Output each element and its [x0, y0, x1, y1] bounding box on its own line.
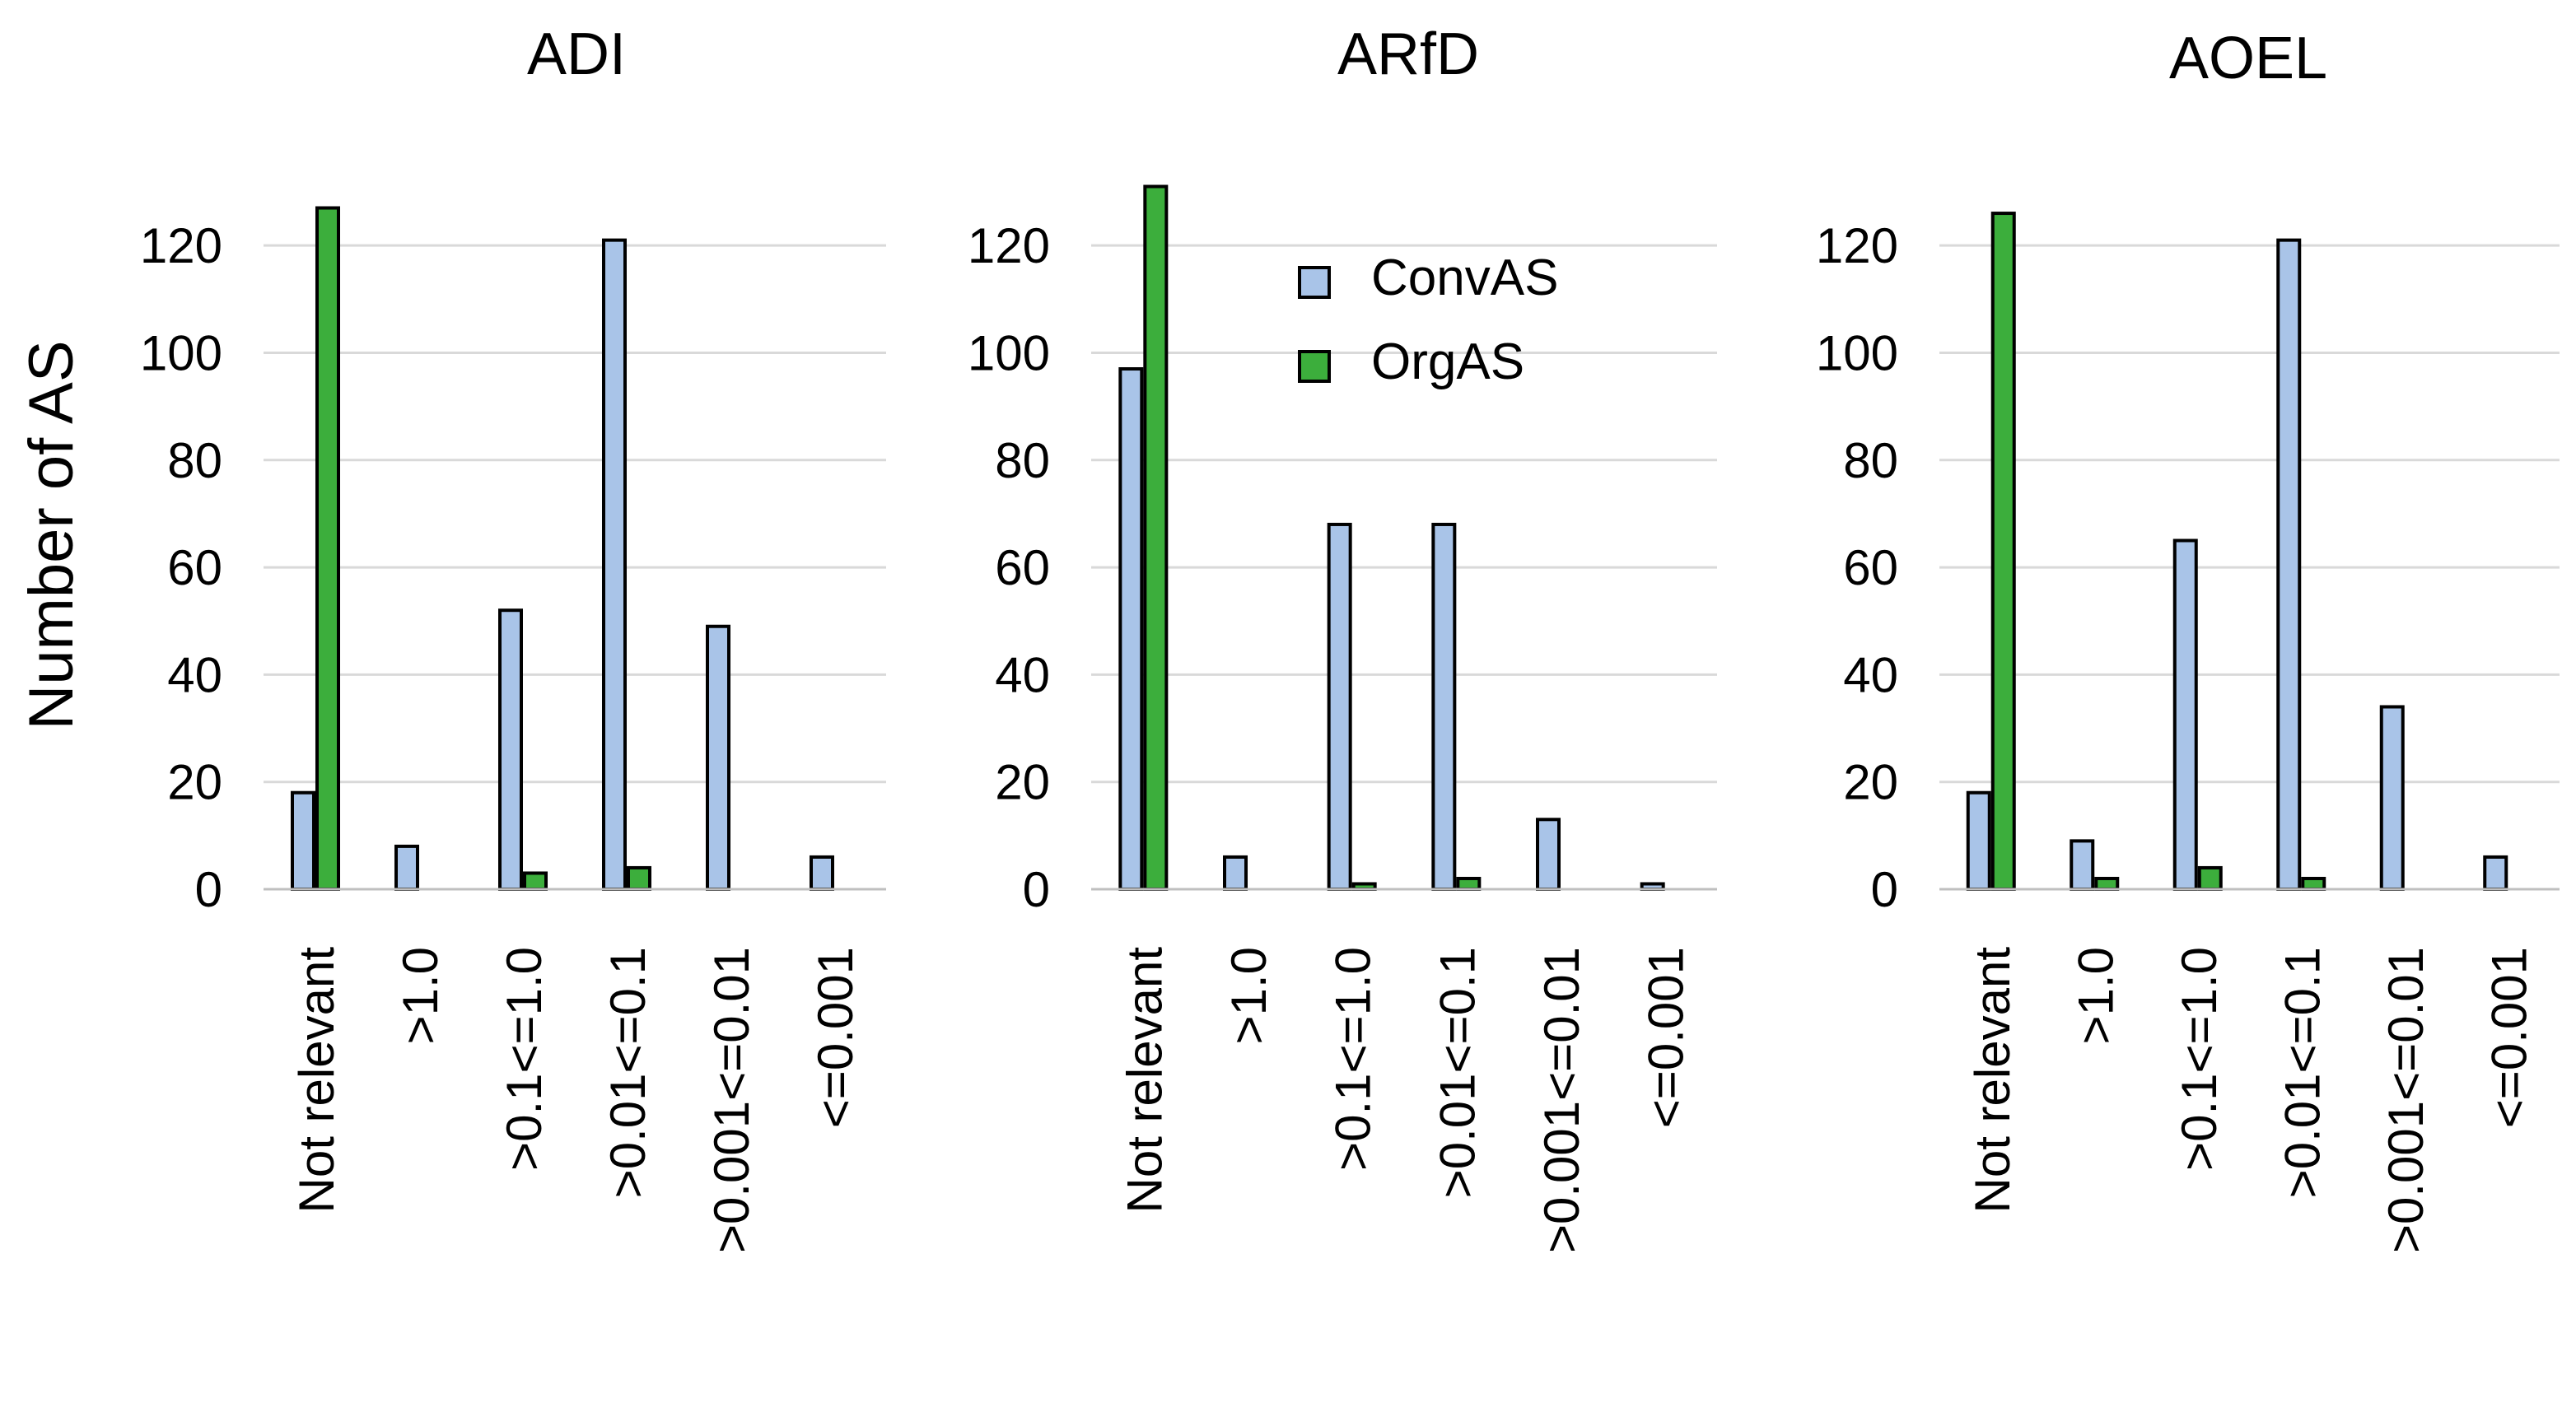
x-tick-label: >0.1<=1.0 [497, 947, 552, 1171]
bar-convas-adi [498, 608, 523, 891]
x-tick-label: >0.001<=0.01 [2378, 947, 2434, 1253]
x-tick-label: <=0.001 [808, 947, 863, 1128]
chart-title: AOEL [2169, 26, 2327, 91]
chart-panel-adi: ADI 0 20 40 60 80 100 120 Not relevant >1.0 >0.1<=… [140, 21, 886, 1253]
x-tick-label: >0.001<=0.01 [1534, 947, 1589, 1253]
y-tick-label: 40 [167, 647, 222, 702]
y-tick-label: 120 [140, 218, 222, 273]
bar-convas-aoel [2379, 705, 2405, 891]
y-tick-label: 80 [995, 433, 1050, 488]
y-tick-label: 100 [140, 325, 222, 380]
chart-panel-aoel: AOEL 0 20 40 60 80 100 120 Not relevant >1.0 >0.1<… [1816, 26, 2560, 1253]
chart-panel-arfd: ARfD 0 20 40 60 80 100 120 Not relevant >1.0 >0.1<… [968, 21, 1717, 1253]
legend-swatch-orgas [1298, 350, 1331, 383]
bar-convas-arfd [1431, 522, 1457, 891]
x-tick-label: >1.0 [1221, 947, 1276, 1044]
bar-convas-aoel [2483, 855, 2508, 892]
legend-label-orgas: OrgAS [1371, 333, 1524, 390]
bar-convas-adi [602, 238, 627, 891]
y-tick-label: 60 [995, 540, 1050, 595]
bar-orgas-adi [627, 865, 651, 892]
y-tick-label: 80 [167, 433, 222, 488]
y-tick-label: 60 [167, 540, 222, 595]
bar-convas-arfd [1118, 367, 1144, 891]
x-tick-label: >1.0 [393, 947, 448, 1044]
x-tick-label: >0.1<=1.0 [1326, 947, 1381, 1171]
bar-orgas-adi [315, 206, 340, 892]
bar-convas-arfd [1536, 818, 1561, 891]
legend: ConvAS OrgAS [1298, 249, 1558, 390]
y-tick-label: 100 [968, 325, 1050, 380]
x-tick-label: <=0.001 [2481, 947, 2536, 1128]
y-tick-label: 120 [968, 218, 1050, 273]
y-tick-label: 40 [995, 647, 1050, 702]
bar-convas-aoel [2172, 538, 2198, 891]
bar-convas-arfd [1327, 522, 1352, 891]
x-tick-label: >0.1<=1.0 [2172, 947, 2227, 1171]
bar-orgas-arfd [1143, 184, 1169, 891]
y-tick-label: 20 [1843, 755, 1898, 810]
x-tick-label: <=0.001 [1639, 947, 1694, 1128]
bar-convas-aoel [2070, 839, 2095, 891]
y-tick-label: 60 [1843, 540, 1898, 595]
bar-convas-aoel [2276, 238, 2302, 891]
y-tick-label: 100 [1816, 325, 1898, 380]
chart-title: ADI [527, 21, 626, 87]
x-tick-label: >0.001<=0.01 [704, 947, 759, 1253]
y-tick-label: 40 [1843, 647, 1898, 702]
bar-orgas-aoel [2301, 876, 2326, 892]
y-axis-label: Number of AS [16, 340, 86, 729]
x-tick-label: >1.0 [2068, 947, 2123, 1044]
bar-orgas-aoel [2197, 865, 2223, 892]
bar-orgas-arfd [1456, 876, 1482, 892]
x-tick-label: >0.01<=0.1 [2275, 947, 2330, 1198]
chart-panels: ADI 0 20 40 60 80 100 120 Not relevant >1.0 >0.1<=… [140, 21, 2560, 1253]
bar-orgas-adi [523, 871, 548, 892]
y-tick-label: 80 [1843, 433, 1898, 488]
y-tick-label: 0 [1871, 862, 1898, 917]
bar-convas-aoel [1966, 790, 1991, 892]
bar-convas-adi [810, 855, 834, 892]
x-tick-label: >0.01<=0.1 [1430, 947, 1485, 1198]
bar-convas-arfd [1223, 855, 1248, 892]
chart-title: ARfD [1337, 21, 1479, 87]
y-tick-label: 0 [1023, 862, 1050, 917]
x-tick-label: >0.01<=0.1 [600, 947, 656, 1198]
y-tick-label: 20 [167, 755, 222, 810]
bar-orgas-aoel [1990, 212, 2016, 891]
legend-label-convas: ConvAS [1371, 249, 1558, 306]
bar-orgas-aoel [2094, 876, 2120, 892]
bar-convas-adi [291, 790, 315, 892]
x-tick-label: Not relevant [1965, 947, 2020, 1214]
bar-convas-adi [394, 844, 419, 892]
legend-swatch-convas [1298, 266, 1331, 299]
x-tick-label: Not relevant [289, 947, 344, 1214]
y-tick-label: 20 [995, 755, 1050, 810]
y-tick-label: 0 [195, 862, 222, 917]
x-tick-label: Not relevant [1117, 947, 1172, 1214]
y-tick-label: 120 [1816, 218, 1898, 273]
bar-convas-adi [706, 624, 730, 891]
